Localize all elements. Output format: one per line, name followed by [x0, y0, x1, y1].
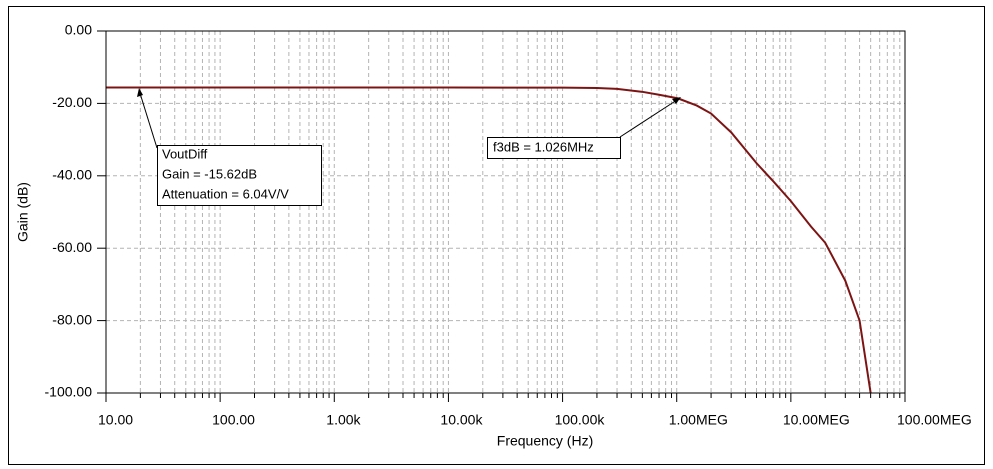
x-tick-label: 10.00k [440, 412, 483, 428]
x-axis-label: Frequency (Hz) [497, 433, 593, 449]
x-tick-label: 1.00k [326, 412, 361, 428]
y-tick-label: -20.00 [52, 94, 92, 110]
plot [106, 86, 872, 394]
y-tick-label: -60.00 [52, 239, 92, 255]
annotation-1: VoutDiff Gain = -15.62dB Attenuation = 6… [137, 88, 322, 206]
data-line [106, 86, 872, 394]
x-tick-label: 1.00MEG [669, 412, 728, 428]
y-tick-label: 0.00 [65, 22, 92, 38]
arrow-head [672, 97, 681, 104]
arrow-head [137, 88, 143, 97]
x-tick-label: 10.00MEG [783, 412, 850, 428]
annotation-text: Gain = -15.62dB [162, 166, 257, 181]
annotation-arrow [619, 97, 681, 138]
annotation-text: f3dB = 1.026MHz [493, 139, 594, 154]
grid [105, 30, 906, 394]
y-tick-label: -40.00 [52, 167, 92, 183]
annotation-box [487, 137, 621, 159]
annotation-text: Attenuation = 6.04V/V [162, 186, 289, 201]
annotation-2: f3dB = 1.026MHz [487, 97, 681, 159]
annotation-arrow [138, 89, 158, 149]
x-tick-label: 10.00 [98, 412, 133, 428]
x-tick-label: 100.00 [212, 412, 255, 428]
plot-border [105, 30, 906, 394]
annotation-box [157, 145, 322, 206]
x-tick-label: 100.00k [555, 412, 606, 428]
frame [8, 6, 985, 465]
y-tick-label: -80.00 [52, 311, 92, 327]
y-tick-label: -100.00 [45, 384, 93, 400]
x-tick-label: 100.00MEG [897, 412, 972, 428]
y-axis-label: Gain (dB) [15, 182, 31, 242]
annotation-text: VoutDiff [162, 146, 208, 161]
